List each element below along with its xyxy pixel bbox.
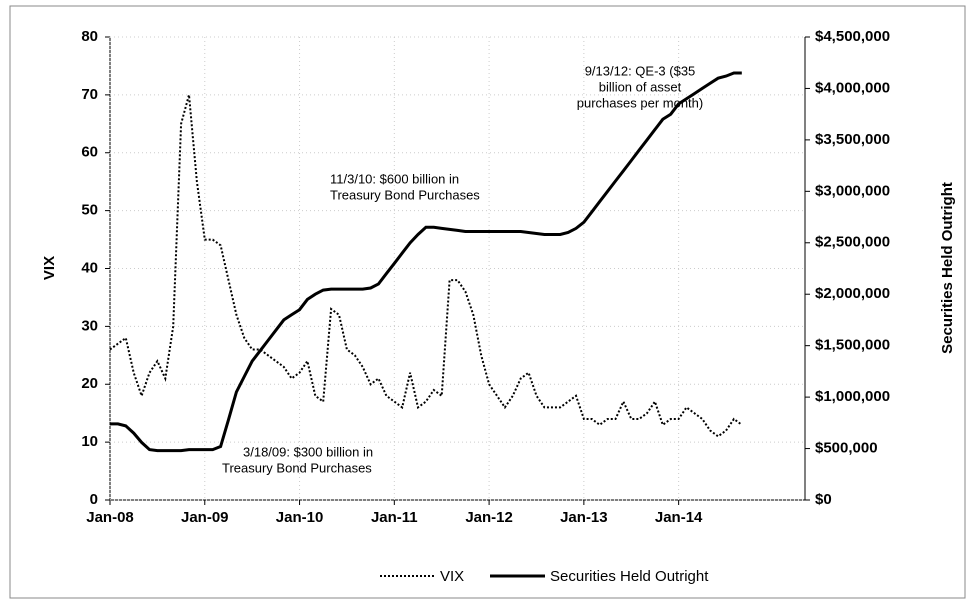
y2-tick-label: $4,000,000 bbox=[815, 79, 890, 96]
y-tick-label: 60 bbox=[81, 144, 98, 161]
annotation: 3/18/09: $300 billion in bbox=[243, 444, 373, 459]
y2-tick-label: $1,500,000 bbox=[815, 337, 890, 354]
series-line bbox=[110, 71, 742, 453]
x-tick-label: Jan-08 bbox=[86, 509, 134, 526]
x-tick-label: Jan-12 bbox=[465, 509, 513, 526]
frame bbox=[9, 5, 966, 599]
x-tick-label: Jan-13 bbox=[560, 509, 608, 526]
y2-tick-label: $2,000,000 bbox=[815, 285, 890, 302]
y2-axis-label: Securities Held Outright bbox=[939, 182, 956, 354]
y2-tick-label: $3,500,000 bbox=[815, 131, 890, 148]
annotation: 11/3/10: $600 billion in bbox=[330, 171, 459, 186]
annotation: purchases per month) bbox=[577, 95, 703, 110]
x-tick-label: Jan-14 bbox=[655, 509, 703, 526]
y-tick-label: 20 bbox=[81, 375, 98, 392]
y2-tick-label: $500,000 bbox=[815, 440, 878, 457]
series-line bbox=[109, 94, 743, 438]
annotation: Treasury Bond Purchases bbox=[222, 460, 372, 475]
annotation: Treasury Bond Purchases bbox=[330, 187, 480, 202]
y-tick-label: 30 bbox=[81, 317, 98, 334]
annotation: billion of asset bbox=[599, 79, 682, 94]
y-tick-label: 0 bbox=[90, 491, 98, 508]
annotation: 9/13/12: QE-3 ($35 bbox=[585, 63, 696, 78]
y2-tick-label: $1,000,000 bbox=[815, 388, 890, 405]
legend-label: VIX bbox=[440, 568, 464, 585]
y-tick-label: 50 bbox=[81, 202, 98, 219]
x-tick-label: Jan-11 bbox=[371, 509, 418, 526]
y2-tick-label: $2,500,000 bbox=[815, 234, 890, 251]
y-tick-label: 10 bbox=[81, 433, 98, 450]
y2-tick-label: $0 bbox=[815, 491, 832, 508]
y-tick-label: 70 bbox=[81, 86, 98, 103]
y2-tick-label: $3,000,000 bbox=[815, 182, 890, 199]
y2-tick-label: $4,500,000 bbox=[815, 28, 890, 45]
y-axis-label: VIX bbox=[41, 256, 58, 280]
x-tick-label: Jan-09 bbox=[181, 509, 229, 526]
y-tick-label: 40 bbox=[81, 259, 98, 276]
y-tick-label: 80 bbox=[81, 28, 98, 45]
legend-label: Securities Held Outright bbox=[550, 568, 709, 585]
x-tick-label: Jan-10 bbox=[276, 509, 324, 526]
